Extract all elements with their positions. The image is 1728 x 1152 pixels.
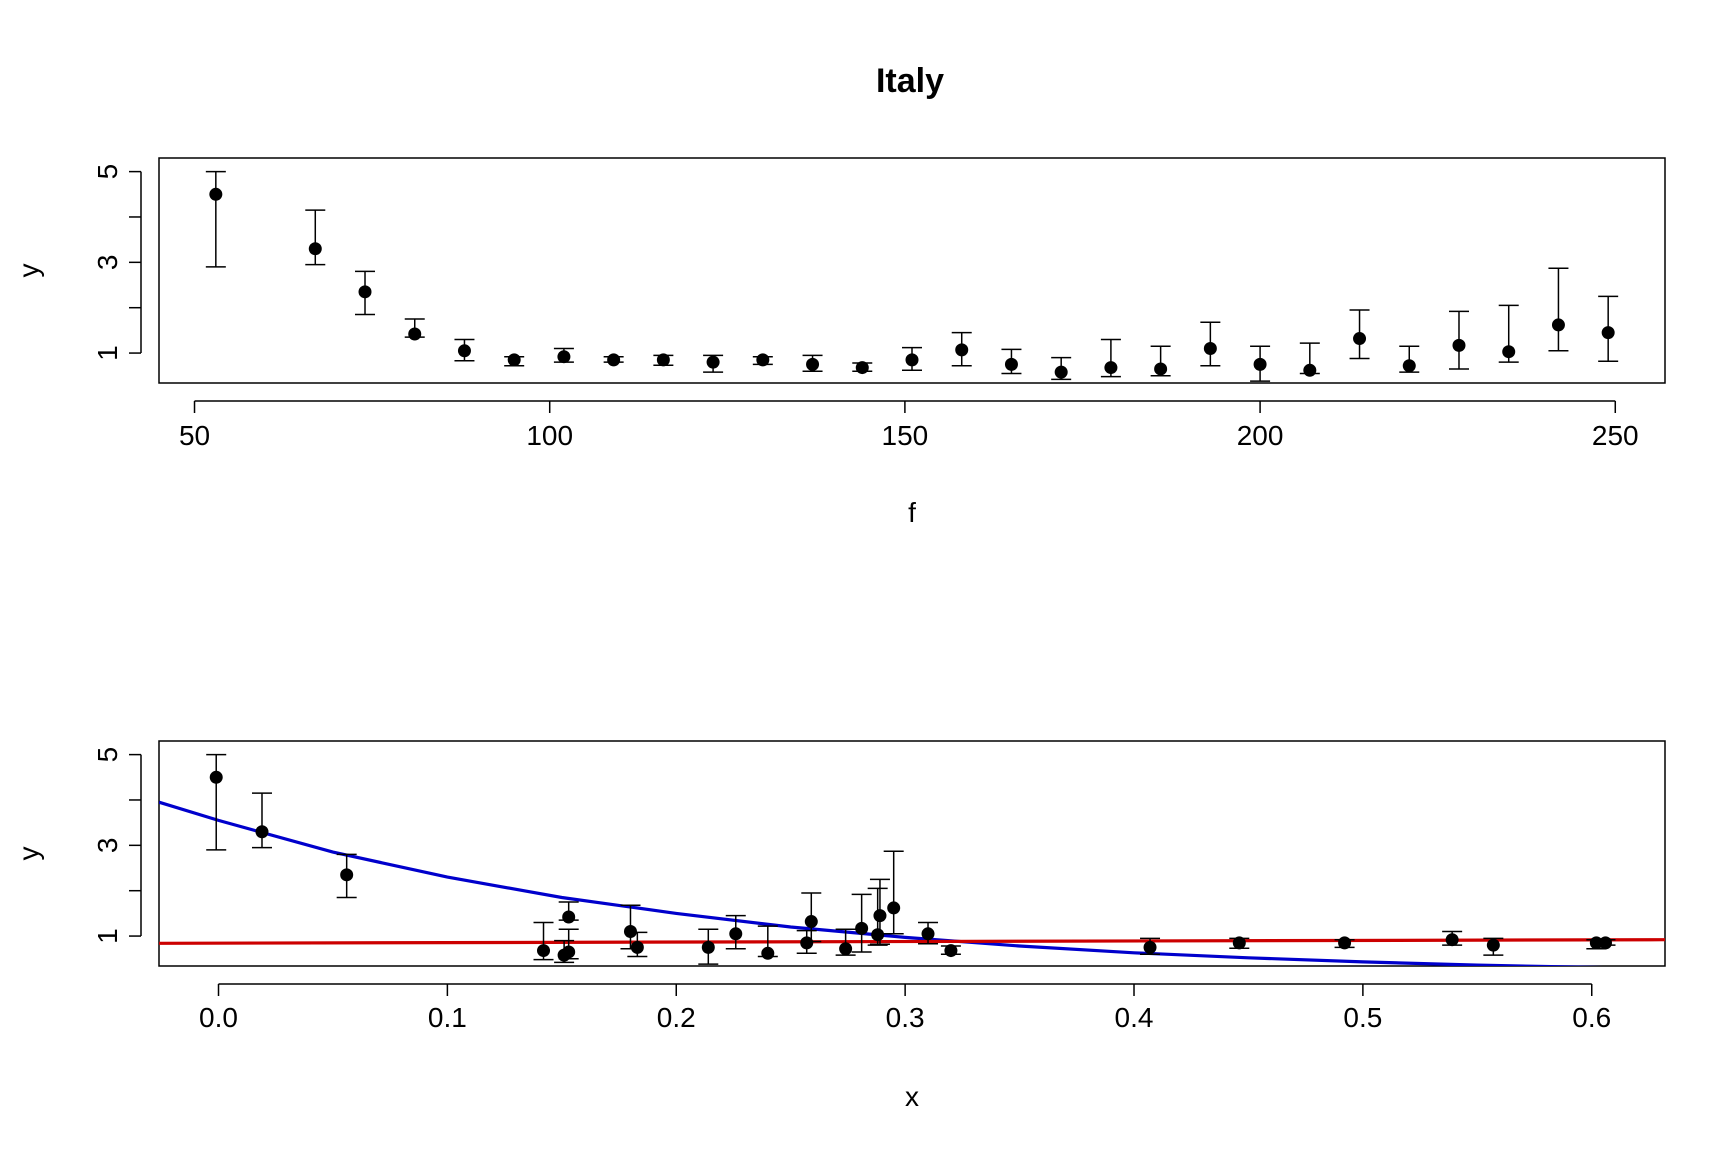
flat-fit-line bbox=[159, 938, 1665, 945]
x-tick-label: 0.6 bbox=[1572, 1002, 1611, 1033]
data-point bbox=[806, 357, 820, 371]
data-point bbox=[340, 868, 354, 882]
y-tick-label: 3 bbox=[92, 838, 123, 854]
data-point bbox=[839, 942, 853, 956]
chart-title: Italy bbox=[876, 62, 944, 100]
error-bar bbox=[305, 209, 326, 266]
data-point bbox=[1338, 936, 1352, 950]
data-point bbox=[562, 945, 576, 959]
data-point bbox=[1551, 318, 1565, 332]
data-point bbox=[656, 353, 670, 367]
data-point bbox=[905, 353, 919, 367]
data-point bbox=[607, 353, 621, 367]
x-tick-label: 0.2 bbox=[657, 1002, 696, 1033]
data-point bbox=[1303, 363, 1317, 377]
data-point bbox=[1445, 933, 1459, 947]
top-panel-f: 50 100 150 200 250 1 3 5 f y bbox=[13, 157, 1666, 528]
data-point bbox=[921, 927, 935, 941]
data-point bbox=[308, 242, 322, 256]
x-tick-label: 0.3 bbox=[886, 1002, 925, 1033]
y-tick-label: 3 bbox=[92, 255, 123, 271]
data-point bbox=[1054, 365, 1068, 379]
data-point bbox=[1253, 357, 1267, 371]
data-point bbox=[1203, 342, 1217, 356]
data-point bbox=[1452, 338, 1466, 352]
x-tick-label: 0.1 bbox=[428, 1002, 467, 1033]
x-tick-label: 0.5 bbox=[1343, 1002, 1382, 1033]
data-point bbox=[457, 344, 471, 358]
data-point bbox=[804, 915, 818, 929]
data-point bbox=[706, 355, 720, 369]
data-point bbox=[855, 921, 869, 935]
data-point bbox=[955, 343, 969, 357]
data-point bbox=[873, 909, 887, 923]
data-point bbox=[1601, 326, 1615, 340]
error-bar bbox=[205, 170, 226, 268]
error-bar bbox=[206, 753, 227, 851]
data-point bbox=[1598, 936, 1612, 950]
data-point bbox=[255, 825, 269, 839]
data-point bbox=[729, 927, 743, 941]
data-point bbox=[761, 946, 775, 960]
y-axis-title: y bbox=[13, 264, 44, 278]
error-bar bbox=[1548, 267, 1569, 352]
x-tick-label: 50 bbox=[179, 420, 210, 451]
x-axis-title: x bbox=[905, 1081, 919, 1112]
data-point bbox=[1004, 357, 1018, 371]
data-point bbox=[1486, 938, 1500, 952]
y-axis-title: y bbox=[13, 847, 44, 861]
data-point bbox=[1154, 362, 1168, 376]
data-point bbox=[630, 940, 644, 954]
x-tick-label: 100 bbox=[526, 420, 573, 451]
data-point bbox=[209, 770, 223, 784]
data-point bbox=[209, 187, 223, 201]
data-point bbox=[507, 353, 521, 367]
x-tick-label: 250 bbox=[1592, 420, 1639, 451]
data-point bbox=[1502, 345, 1516, 359]
y-tick-label: 1 bbox=[92, 928, 123, 944]
x-tick-label: 200 bbox=[1237, 420, 1284, 451]
error-bar bbox=[251, 792, 272, 849]
x-tick-label: 150 bbox=[882, 420, 929, 451]
y-tick-label: 5 bbox=[92, 164, 123, 180]
data-point bbox=[701, 940, 715, 954]
bottom-panel-x: 0.0 0.1 0.2 0.3 0.4 0.5 0.6 1 3 5 x y bbox=[13, 740, 1666, 1112]
plot-frame bbox=[158, 157, 1666, 384]
data-point bbox=[537, 944, 551, 958]
y-tick-label: 5 bbox=[92, 747, 123, 763]
data-point bbox=[944, 944, 958, 958]
data-point bbox=[1232, 936, 1246, 950]
plot-frame bbox=[158, 740, 1666, 967]
data-point bbox=[756, 353, 770, 367]
data-point bbox=[1104, 361, 1118, 375]
y-tick-label: 1 bbox=[92, 345, 123, 361]
data-point bbox=[800, 936, 814, 950]
data-point bbox=[871, 928, 885, 942]
data-point bbox=[562, 910, 576, 924]
decay-fit-curve bbox=[159, 800, 1604, 966]
data-point bbox=[1143, 940, 1157, 954]
data-point bbox=[855, 361, 869, 375]
error-bar bbox=[883, 850, 904, 935]
x-tick-label: 0.0 bbox=[199, 1002, 238, 1033]
data-point bbox=[1402, 359, 1416, 373]
data-point bbox=[1353, 332, 1367, 346]
data-point bbox=[557, 350, 571, 364]
fitted-curves bbox=[159, 800, 1665, 966]
data-point bbox=[887, 901, 901, 915]
x-axis-title: f bbox=[908, 497, 916, 528]
data-point bbox=[408, 327, 422, 341]
x-tick-label: 0.4 bbox=[1115, 1002, 1154, 1033]
data-point bbox=[623, 925, 637, 939]
data-point bbox=[358, 285, 372, 299]
